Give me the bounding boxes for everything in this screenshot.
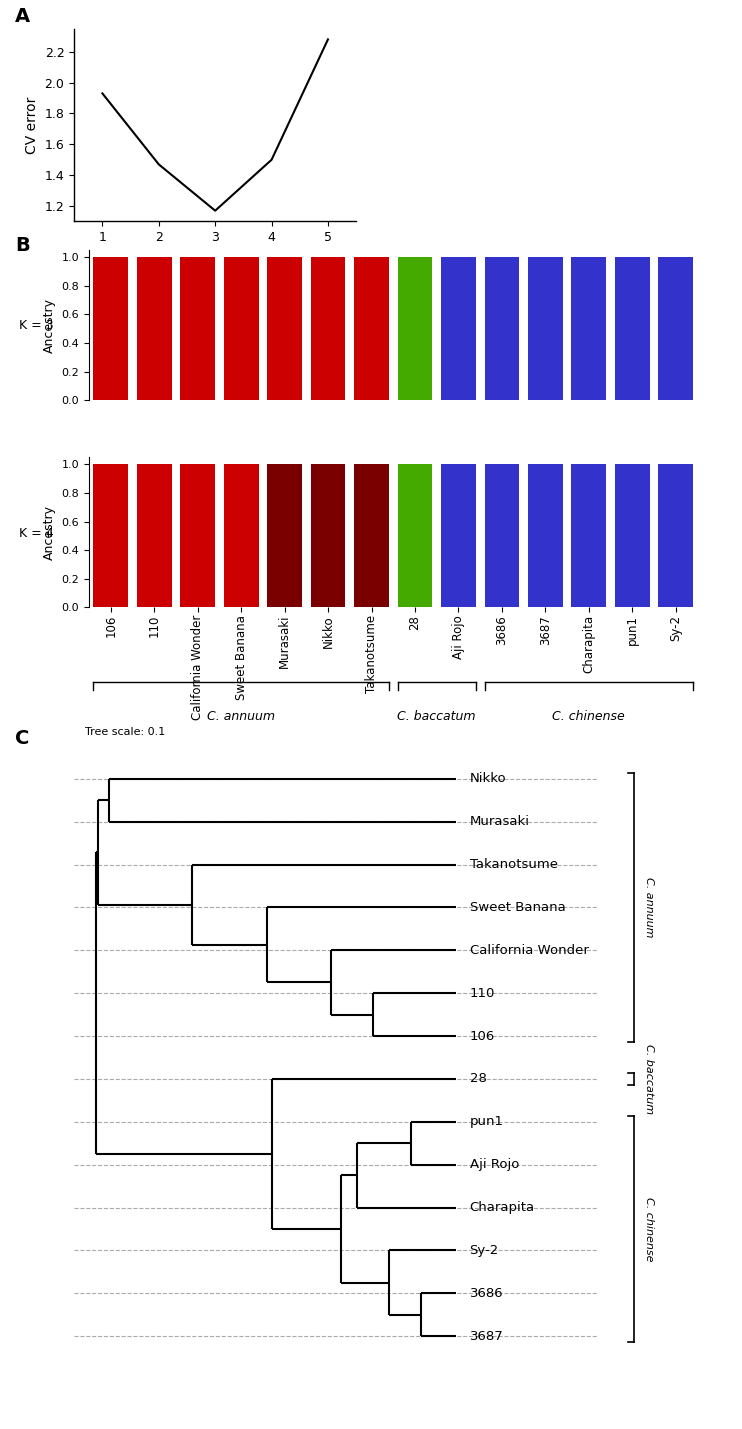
Bar (441, 464, 476, 607)
Text: Sweet Banana: Sweet Banana (470, 900, 565, 915)
Text: C. chinense: C. chinense (553, 710, 626, 723)
Text: Tree scale: 0.1: Tree scale: 0.1 (85, 727, 165, 736)
Text: B: B (15, 236, 30, 254)
Bar (224, 464, 258, 607)
Text: Nikko: Nikko (470, 772, 506, 786)
Text: K = 4: K = 4 (19, 526, 53, 540)
Text: C. annuum: C. annuum (207, 710, 275, 723)
Text: Takanotsume: Takanotsume (470, 857, 557, 872)
Bar (311, 464, 346, 607)
Bar (267, 257, 302, 400)
Text: C. annuum: C. annuum (644, 877, 654, 937)
Y-axis label: CV error: CV error (25, 96, 39, 154)
Bar (615, 257, 650, 400)
Text: pun1: pun1 (470, 1115, 504, 1129)
Text: C. baccatum: C. baccatum (644, 1043, 654, 1115)
Bar (180, 257, 215, 400)
Bar (398, 464, 433, 607)
Bar (267, 464, 302, 607)
Text: Charapita: Charapita (470, 1200, 535, 1215)
Bar (398, 257, 433, 400)
Text: Murasaki: Murasaki (470, 815, 530, 829)
Text: 28: 28 (470, 1072, 487, 1086)
Text: 106: 106 (470, 1029, 495, 1043)
Text: 3686: 3686 (470, 1286, 503, 1300)
Text: C: C (15, 729, 29, 747)
Bar (571, 464, 606, 607)
Bar (571, 257, 606, 400)
Bar (485, 257, 519, 400)
Bar (93, 464, 128, 607)
Y-axis label: Ancestry: Ancestry (43, 297, 56, 353)
Text: A: A (15, 7, 30, 26)
Text: K = 3: K = 3 (19, 319, 53, 333)
Text: C. chinense: C. chinense (644, 1196, 654, 1262)
Bar (658, 464, 693, 607)
Bar (615, 464, 650, 607)
Bar (180, 464, 215, 607)
Bar (528, 464, 562, 607)
Text: California Wonder: California Wonder (470, 943, 588, 957)
Bar (224, 257, 258, 400)
Text: C. baccatum: C. baccatum (398, 710, 476, 723)
Y-axis label: Ancestry: Ancestry (43, 504, 56, 560)
Bar (658, 257, 693, 400)
Bar (485, 464, 519, 607)
X-axis label: No. of clusters: No. of clusters (165, 250, 265, 264)
Bar (354, 464, 389, 607)
Text: 110: 110 (470, 986, 495, 1000)
Bar (137, 257, 171, 400)
Text: 3687: 3687 (470, 1329, 503, 1343)
Bar (311, 257, 346, 400)
Bar (137, 464, 171, 607)
Bar (528, 257, 562, 400)
Bar (93, 257, 128, 400)
Bar (354, 257, 389, 400)
Bar (441, 257, 476, 400)
Text: Sy-2: Sy-2 (470, 1243, 499, 1258)
Text: Aji Rojo: Aji Rojo (470, 1157, 519, 1172)
